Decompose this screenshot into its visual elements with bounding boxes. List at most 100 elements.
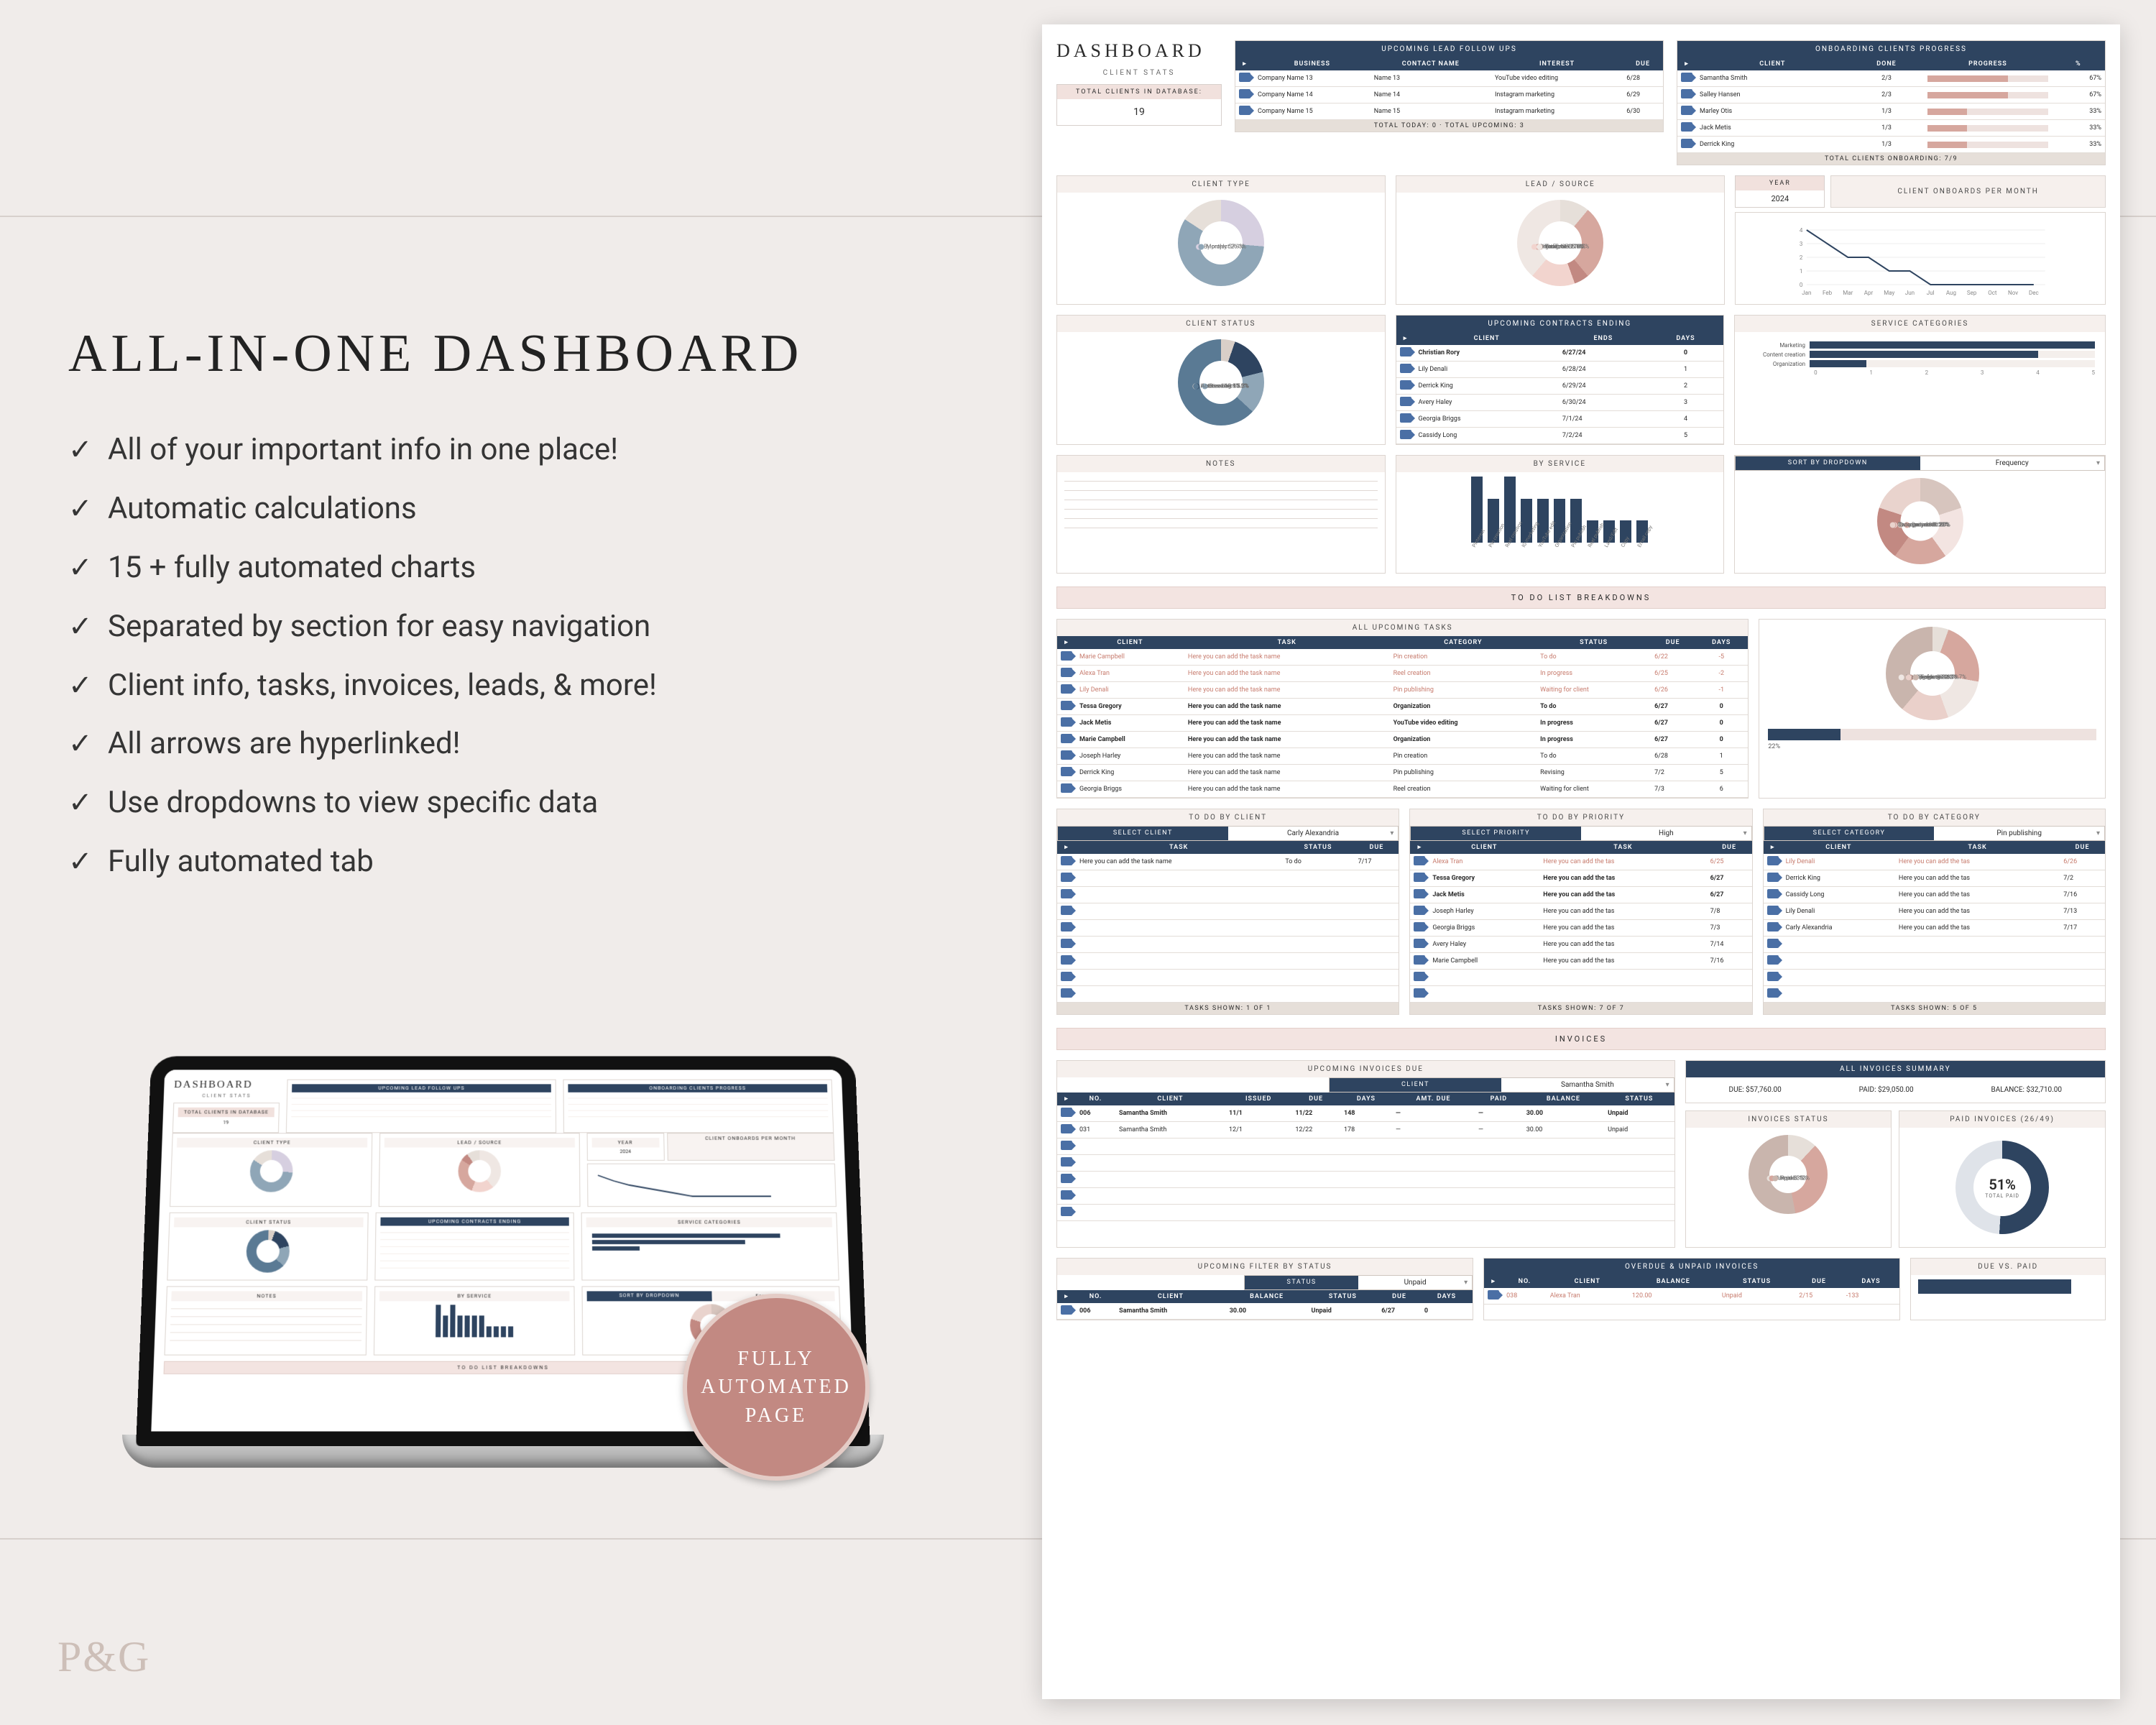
link-arrow-icon[interactable]	[1400, 347, 1411, 356]
link-arrow-icon[interactable]	[1400, 413, 1411, 423]
link-arrow-icon[interactable]	[1414, 889, 1425, 898]
link-arrow-icon[interactable]	[1400, 364, 1411, 373]
svg-text:Nov: Nov	[2008, 290, 2018, 296]
inv-upcoming-card: UPCOMING INVOICES DUE CLIENTSamantha Smi…	[1056, 1060, 1675, 1248]
promo-bullet: All arrows are hyperlinked!	[68, 714, 923, 773]
svg-text:1: 1	[1800, 268, 1803, 275]
link-arrow-icon[interactable]	[1061, 668, 1072, 677]
link-arrow-icon[interactable]	[1767, 906, 1779, 915]
link-arrow-icon[interactable]	[1061, 651, 1072, 661]
inv-summary-card: ALL INVOICES SUMMARY DUE: $57,760.00 PAI…	[1685, 1060, 2106, 1103]
link-arrow-icon[interactable]	[1061, 1305, 1072, 1315]
link-arrow-icon[interactable]	[1061, 889, 1072, 898]
link-arrow-icon[interactable]	[1767, 922, 1779, 932]
link-arrow-icon[interactable]	[1061, 856, 1072, 865]
select-category-dropdown[interactable]: Pin publishing	[1934, 827, 2104, 840]
sort-by-label: SORT BY DROPDOWN	[1736, 456, 1920, 470]
link-arrow-icon[interactable]	[1767, 988, 1779, 998]
select-client-dropdown[interactable]: Carly Alexandria	[1228, 827, 1399, 840]
link-arrow-icon[interactable]	[1061, 1141, 1072, 1150]
link-arrow-icon[interactable]	[1767, 955, 1779, 965]
link-arrow-icon[interactable]	[1414, 873, 1425, 882]
client-type-card: CLIENT TYPE By project 26.3%Monthly 57.9…	[1056, 175, 1386, 305]
link-arrow-icon[interactable]	[1414, 856, 1425, 865]
link-arrow-icon[interactable]	[1061, 783, 1072, 793]
invoices-banner: INVOICES	[1056, 1028, 2106, 1050]
link-arrow-icon[interactable]	[1239, 73, 1250, 82]
link-arrow-icon[interactable]	[1767, 856, 1779, 865]
link-arrow-icon[interactable]	[1488, 1290, 1499, 1300]
promo-bullet: Separated by section for easy navigation	[68, 597, 923, 656]
link-arrow-icon[interactable]	[1061, 734, 1072, 743]
inv-paid-card: PAID INVOICES (26/49) 51%TOTAL PAID	[1899, 1110, 2106, 1248]
todo-priority-card: TO DO BY PRIORITY SELECT PRIORITYHigh ▸C…	[1409, 809, 1752, 1015]
link-arrow-icon[interactable]	[1061, 922, 1072, 932]
stamp-l2: AUTOMATED	[701, 1376, 852, 1398]
link-arrow-icon[interactable]	[1061, 873, 1072, 882]
link-arrow-icon[interactable]	[1414, 972, 1425, 981]
stamp-l1: FULLY	[737, 1348, 814, 1370]
todo-client-footer: TASKS SHOWN: 1 OF 1	[1057, 1003, 1399, 1014]
link-arrow-icon[interactable]	[1061, 701, 1072, 710]
link-arrow-icon[interactable]	[1061, 750, 1072, 760]
link-arrow-icon[interactable]	[1767, 972, 1779, 981]
year-value[interactable]: 2024	[1736, 190, 1824, 207]
stamp-l3: PAGE	[745, 1404, 808, 1427]
link-arrow-icon[interactable]	[1061, 717, 1072, 727]
link-arrow-icon[interactable]	[1239, 89, 1250, 98]
dashboard-page: DASHBOARD CLIENT STATS TOTAL CLIENTS IN …	[1042, 24, 2120, 1699]
link-arrow-icon[interactable]	[1400, 397, 1411, 406]
link-arrow-icon[interactable]	[1681, 73, 1692, 82]
link-arrow-icon[interactable]	[1061, 1174, 1072, 1183]
promo-block: ALL-IN-ONE DASHBOARD All of your importa…	[68, 323, 923, 891]
link-arrow-icon[interactable]	[1414, 922, 1425, 932]
automated-stamp: FULLY AUTOMATED PAGE	[683, 1294, 870, 1481]
all-tasks-header: ALL UPCOMING TASKS	[1057, 620, 1748, 636]
link-arrow-icon[interactable]	[1061, 1108, 1072, 1117]
inv-status-header: INVOICES STATUS	[1686, 1111, 1892, 1128]
link-arrow-icon[interactable]	[1681, 122, 1692, 132]
link-arrow-icon[interactable]	[1767, 939, 1779, 948]
select-priority-dropdown[interactable]: High	[1581, 827, 1751, 840]
link-arrow-icon[interactable]	[1414, 955, 1425, 965]
link-arrow-icon[interactable]	[1767, 889, 1779, 898]
link-arrow-icon[interactable]	[1061, 906, 1072, 915]
svg-text:Mar: Mar	[1843, 290, 1853, 296]
service-cat-card: SERVICE CATEGORIES MarketingContent crea…	[1734, 315, 2106, 445]
link-arrow-icon[interactable]	[1061, 955, 1072, 965]
link-arrow-icon[interactable]	[1061, 1124, 1072, 1133]
inv-filter-card: UPCOMING FILTER BY STATUS STATUSUnpaid ▸…	[1056, 1258, 1473, 1320]
link-arrow-icon[interactable]	[1061, 1207, 1072, 1216]
notes-card[interactable]: NOTES	[1056, 455, 1386, 574]
link-arrow-icon[interactable]	[1400, 430, 1411, 439]
link-arrow-icon[interactable]	[1414, 906, 1425, 915]
link-arrow-icon[interactable]	[1061, 1190, 1072, 1200]
followups-footer: TOTAL TODAY: 0 · TOTAL UPCOMING: 3	[1235, 120, 1663, 132]
link-arrow-icon[interactable]	[1400, 380, 1411, 390]
link-arrow-icon[interactable]	[1061, 939, 1072, 948]
link-arrow-icon[interactable]	[1061, 1157, 1072, 1167]
link-arrow-icon[interactable]	[1061, 684, 1072, 694]
inv-client-dropdown[interactable]: Samantha Smith	[1501, 1078, 1673, 1092]
brand-logo: P&G	[57, 1632, 150, 1682]
link-arrow-icon[interactable]	[1681, 106, 1692, 115]
link-arrow-icon[interactable]	[1061, 972, 1072, 981]
link-arrow-icon[interactable]	[1239, 106, 1250, 115]
inv-bal-val: $32,710.00	[2026, 1086, 2062, 1094]
select-category-label: SELECT CATEGORY	[1764, 827, 1935, 840]
svg-text:May: May	[1884, 290, 1895, 296]
link-arrow-icon[interactable]	[1681, 89, 1692, 98]
link-arrow-icon[interactable]	[1414, 939, 1425, 948]
promo-bullets: All of your important info in one place!…	[68, 420, 923, 891]
link-arrow-icon[interactable]	[1681, 139, 1692, 148]
link-arrow-icon[interactable]	[1061, 767, 1072, 776]
link-arrow-icon[interactable]	[1767, 873, 1779, 882]
link-arrow-icon[interactable]	[1414, 988, 1425, 998]
due-vs-paid-header: DUE VS. PAID	[1911, 1259, 2105, 1275]
sort-by-dropdown[interactable]: Frequency	[1920, 456, 2104, 470]
svg-text:0: 0	[1800, 282, 1803, 288]
link-arrow-icon[interactable]	[1061, 988, 1072, 998]
inv-filter-label: STATUS	[1245, 1276, 1358, 1289]
svg-text:3: 3	[1800, 241, 1803, 247]
inv-filter-dropdown[interactable]: Unpaid	[1358, 1276, 1472, 1289]
